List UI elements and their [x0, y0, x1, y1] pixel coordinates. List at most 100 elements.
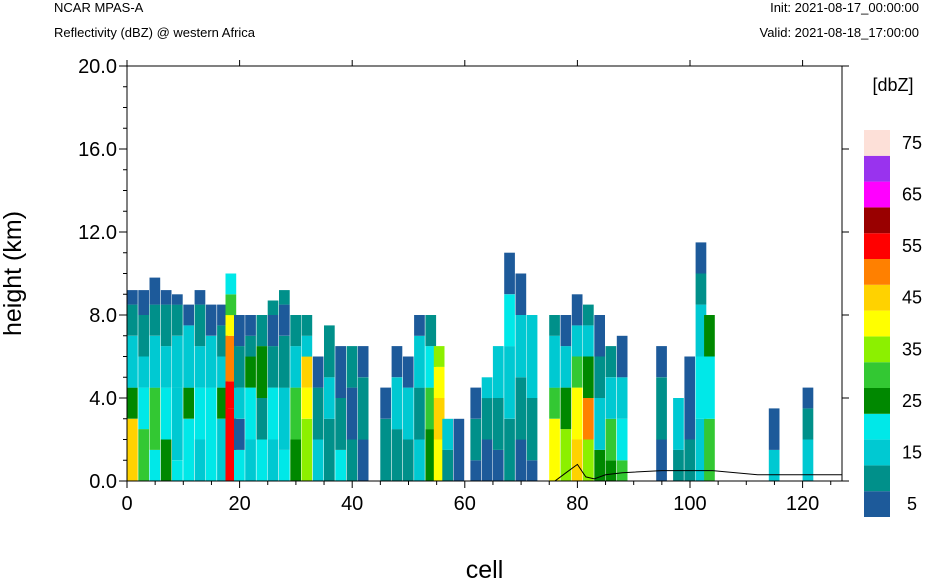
reflectivity-cell	[433, 398, 445, 440]
reflectivity-cell	[583, 325, 594, 357]
reflectivity-cell	[256, 398, 268, 440]
reflectivity-cell	[217, 304, 228, 326]
reflectivity-cell	[594, 356, 605, 398]
reflectivity-cell	[160, 304, 172, 347]
reflectivity-cell	[149, 335, 161, 388]
reflectivity-cell	[425, 387, 437, 430]
reflectivity-cell	[414, 315, 425, 336]
reflectivity-cell	[205, 387, 217, 481]
reflectivity-cell	[267, 300, 279, 315]
x-tick-label: 80	[566, 493, 588, 515]
reflectivity-cell	[616, 418, 628, 461]
reflectivity-cell	[217, 387, 228, 419]
reflectivity-cell	[768, 408, 780, 450]
reflectivity-cell	[414, 387, 425, 440]
reflectivity-cell	[414, 335, 425, 388]
reflectivity-cell	[245, 439, 256, 481]
colorbar-label: 75	[902, 133, 922, 153]
reflectivity-cell	[492, 346, 504, 398]
reflectivity-cell	[583, 356, 594, 398]
colorbar-swatch	[864, 336, 890, 363]
reflectivity-cell	[515, 273, 527, 315]
reflectivity-cell	[768, 449, 780, 481]
reflectivity-cell	[267, 346, 279, 388]
reflectivity-cell	[127, 387, 138, 419]
reflectivity-cell	[481, 377, 493, 399]
colorbar-swatch	[864, 284, 890, 311]
reflectivity-cell	[194, 304, 206, 347]
reflectivity-cell	[470, 460, 482, 482]
colorbar-swatch	[864, 310, 890, 337]
reflectivity-cell	[504, 346, 515, 419]
colorbar: 5 15 25 35 45 55 65 75	[864, 130, 922, 517]
colorbar-label: 35	[902, 339, 922, 359]
valid-time: Valid: 2021-08-18_17:00:00	[759, 25, 920, 40]
reflectivity-cell	[684, 356, 696, 440]
reflectivity-cell	[149, 304, 161, 336]
reflectivity-cell	[391, 429, 403, 481]
colorbar-swatch	[864, 181, 890, 208]
reflectivity-cell	[504, 294, 515, 347]
reflectivity-cell	[138, 315, 149, 357]
reflectivity-cell	[616, 460, 628, 482]
reflectivity-cell	[492, 449, 504, 481]
reflectivity-cell	[605, 460, 617, 482]
x-tick-label: 40	[341, 493, 363, 515]
reflectivity-cell	[301, 387, 313, 419]
reflectivity-cell	[279, 335, 290, 388]
reflectivity-cell	[583, 304, 594, 326]
reflectivity-cell	[160, 387, 172, 440]
reflectivity-cell	[695, 418, 707, 482]
colorbar-label: 25	[902, 391, 922, 411]
reflectivity-cell	[380, 387, 391, 419]
y-tick-label: 8.0	[89, 305, 117, 327]
reflectivity-cell	[357, 346, 369, 378]
reflectivity-cell	[549, 315, 560, 336]
reflectivity-cell	[594, 449, 605, 481]
reflectivity-cell	[183, 387, 194, 419]
reflectivity-cell	[504, 418, 515, 482]
reflectivity-cell	[515, 439, 527, 481]
reflectivity-cell	[335, 398, 346, 450]
reflectivity-cell	[205, 335, 217, 388]
reflectivity-cell	[549, 335, 560, 388]
reflectivity-cell	[217, 418, 228, 482]
y-tick-label: 16.0	[78, 139, 117, 161]
reflectivity-cell	[234, 387, 245, 419]
reflectivity-cell	[357, 439, 369, 481]
reflectivity-cell	[402, 356, 414, 388]
reflectivity-cell	[160, 290, 172, 305]
reflectivity-cell	[301, 335, 313, 357]
reflectivity-cell	[605, 377, 617, 419]
x-tick-label: 100	[673, 493, 706, 515]
x-tick-label: 20	[228, 493, 250, 515]
reflectivity-cell	[194, 346, 206, 388]
reflectivity-cell	[138, 387, 149, 430]
reflectivity-cell	[346, 387, 358, 440]
y-tick-label: 0.0	[89, 471, 117, 493]
reflectivity-cell	[433, 439, 445, 481]
reflectivity-cell	[515, 315, 527, 378]
reflectivity-cell	[442, 418, 453, 450]
reflectivity-cell	[656, 439, 667, 481]
reflectivity-cell	[616, 335, 628, 378]
reflectivity-cell	[149, 387, 161, 450]
reflectivity-cell	[225, 335, 237, 382]
reflectivity-cell	[425, 429, 437, 481]
reflectivity-cell	[312, 387, 324, 440]
reflectivity-cell	[571, 325, 583, 357]
reflectivity-cell	[127, 418, 138, 482]
y-tick-label: 4.0	[89, 388, 117, 410]
reflectivity-cell	[656, 346, 667, 378]
reflectivity-cell	[256, 346, 268, 398]
reflectivity-cell	[594, 315, 605, 357]
reflectivity-cell	[138, 429, 149, 481]
colorbar-label: 55	[902, 236, 922, 256]
reflectivity-cell	[402, 439, 414, 481]
reflectivity-cell	[225, 294, 237, 316]
colorbar-label: 65	[902, 185, 922, 205]
colorbar-label: 45	[902, 288, 922, 308]
reflectivity-cells	[127, 242, 814, 482]
reflectivity-cell	[481, 439, 493, 481]
reflectivity-cell	[433, 366, 445, 398]
